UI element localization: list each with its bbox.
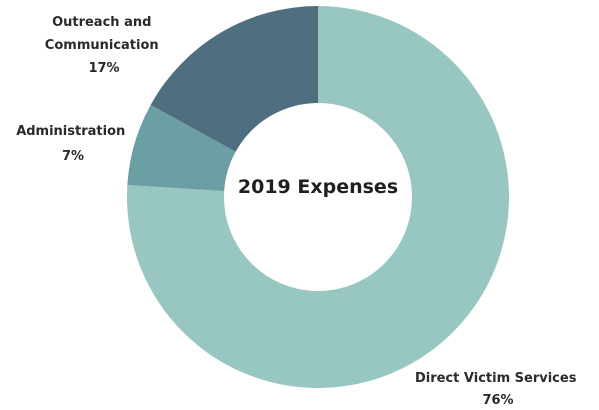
slice-administration: [127, 104, 236, 192]
label-dvs-line1: Direct Victim Services: [415, 371, 577, 386]
chart-title: 2019 Expenses: [238, 176, 398, 198]
label-outreach-pct: 17%: [88, 61, 119, 76]
label-outreach-line1: Outreach and: [52, 15, 151, 30]
donut-slices: [126, 6, 509, 388]
label-administration: Administration 7%: [16, 124, 130, 164]
label-dvs-pct: 76%: [482, 393, 513, 408]
slice-outreach-and-communication: [150, 6, 318, 152]
label-outreach-line2: Communication: [45, 38, 159, 53]
label-administration-line1: Administration: [16, 124, 125, 139]
slice-direct-victim-services: [126, 6, 509, 388]
label-direct-victim-services: Direct Victim Services 76%: [415, 371, 581, 408]
label-administration-pct: 7%: [62, 149, 84, 164]
label-outreach: Outreach and Communication 17%: [45, 15, 163, 76]
